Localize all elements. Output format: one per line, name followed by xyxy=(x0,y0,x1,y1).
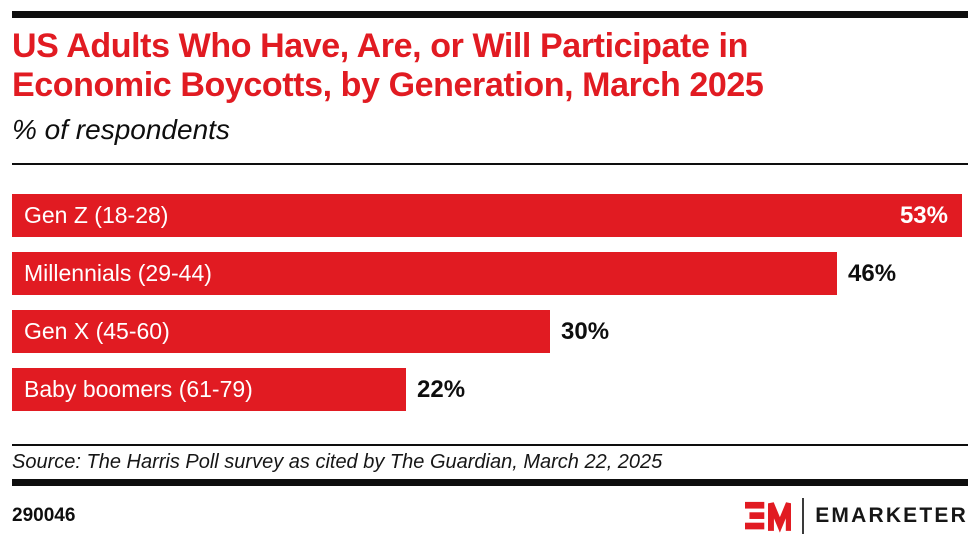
bar-value-label: 22% xyxy=(417,375,466,403)
bar-value-label: 53% xyxy=(899,201,948,229)
bar-value-label: 30% xyxy=(561,317,610,345)
source-divider xyxy=(12,444,968,446)
chart-title-line1: US Adults Who Have, Are, or Will Partici… xyxy=(12,27,748,65)
bar: Baby boomers (61-79) xyxy=(12,368,406,411)
bar-row: Gen X (45-60) 30% xyxy=(12,310,968,353)
source-note: Source: The Harris Poll survey as cited … xyxy=(12,451,663,473)
chart-subtitle: % of respondents xyxy=(12,114,230,145)
bar: Gen Z (18-28) 53% xyxy=(12,194,962,237)
chart-id: 290046 xyxy=(12,505,76,526)
bottom-rule xyxy=(12,479,968,486)
logo-divider xyxy=(802,498,805,534)
bar: Gen X (45-60) xyxy=(12,310,550,353)
bar: Millennials (29-44) xyxy=(12,252,837,295)
chart-title-line2: Economic Boycotts, by Generation, March … xyxy=(12,66,764,104)
header-divider xyxy=(12,163,968,165)
footer: 290046 EMARKETER xyxy=(12,497,968,535)
bar-row: Millennials (29-44) 46% xyxy=(12,252,968,295)
bar-category-label: Millennials (29-44) xyxy=(24,260,212,286)
bar-category-label: Gen X (45-60) xyxy=(24,318,170,344)
bar-category-label: Gen Z (18-28) xyxy=(24,202,169,228)
chart-title: US Adults Who Have, Are, or Will Partici… xyxy=(12,27,968,105)
bar-row: Gen Z (18-28) 53% xyxy=(12,194,968,237)
bar-category-label: Baby boomers (61-79) xyxy=(24,376,253,402)
bar-chart: Gen Z (18-28) 53% Millennials (29-44) 46% Ge… xyxy=(12,194,968,411)
top-rule xyxy=(12,11,968,18)
emarketer-logo-icon xyxy=(745,501,792,533)
bar-value-label: 46% xyxy=(848,259,897,287)
bar-row: Baby boomers (61-79) 22% xyxy=(12,368,968,411)
brand-name: EMARKETER xyxy=(815,504,968,527)
brand-logo: EMARKETER xyxy=(745,497,968,535)
